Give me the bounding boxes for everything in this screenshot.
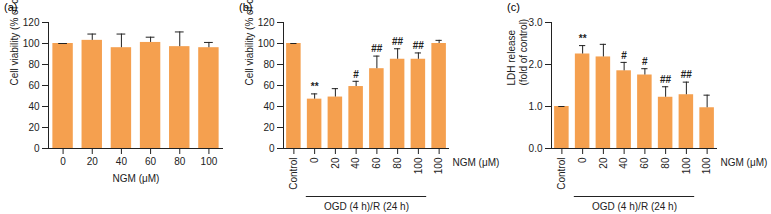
svg-text:80: 80 [263,59,275,70]
svg-text:NGM (μM): NGM (μM) [453,157,500,168]
svg-text:20: 20 [330,157,341,169]
svg-text:#: # [353,69,359,80]
svg-text:3.0: 3.0 [529,17,543,28]
svg-text:20: 20 [598,157,609,169]
svg-text:Control: Control [288,158,299,190]
svg-text:60: 60 [263,80,275,91]
svg-text:0.0: 0.0 [529,143,543,154]
svg-text:#: # [642,56,648,67]
svg-text:40: 40 [28,101,40,112]
svg-text:80: 80 [174,156,186,167]
svg-text:##: ## [392,36,404,47]
svg-text:0: 0 [34,143,40,154]
html-text:(a): (a) [4,1,18,13]
svg-text:##: ## [681,69,693,80]
svg-text:1.0: 1.0 [529,101,543,112]
svg-text:100: 100 [413,157,424,174]
svg-text:0: 0 [577,157,588,163]
html-text:(b): (b) [239,1,253,13]
svg-text:NGM (μM): NGM (μM) [113,173,160,184]
svg-text:20: 20 [87,156,99,167]
svg-text:80: 80 [28,59,40,70]
svg-text:100: 100 [258,38,275,49]
svg-text:40: 40 [116,156,128,167]
svg-text:20: 20 [263,122,275,133]
svg-text:120: 120 [23,17,40,28]
svg-text:120: 120 [258,17,275,28]
svg-text:80: 80 [392,157,403,169]
svg-text:Control: Control [556,158,567,190]
svg-text:60: 60 [371,157,382,169]
svg-text:60: 60 [639,157,650,169]
svg-text:100: 100 [433,157,444,174]
svg-text:#: # [621,50,627,61]
svg-text:##: ## [413,40,425,51]
svg-text:##: ## [660,74,672,85]
svg-text:**: ** [579,33,587,44]
svg-text:80: 80 [660,157,671,169]
svg-text:100: 100 [201,156,218,167]
svg-text:100: 100 [701,157,712,174]
svg-text:0: 0 [269,143,275,154]
svg-text:60: 60 [28,80,40,91]
svg-text:40: 40 [618,157,629,169]
svg-text:NGM (μM): NGM (μM) [721,157,768,168]
svg-text:100: 100 [23,38,40,49]
svg-text:0: 0 [309,157,320,163]
svg-text:20: 20 [28,122,40,133]
svg-text:LDH release(fold of control): LDH release(fold of control) [506,19,529,86]
svg-text:OGD (4 h)/R (24 h): OGD (4 h)/R (24 h) [324,201,409,212]
svg-text:##: ## [371,43,383,54]
svg-text:40: 40 [350,157,361,169]
svg-text:**: ** [311,81,319,92]
svg-text:0: 0 [60,156,66,167]
svg-text:2.0: 2.0 [529,59,543,70]
svg-text:60: 60 [145,156,157,167]
svg-text:100: 100 [681,157,692,174]
html-text:(c): (c) [507,1,520,13]
svg-text:40: 40 [263,101,275,112]
svg-text:OGD (4 h)/R (24 h): OGD (4 h)/R (24 h) [592,201,677,212]
